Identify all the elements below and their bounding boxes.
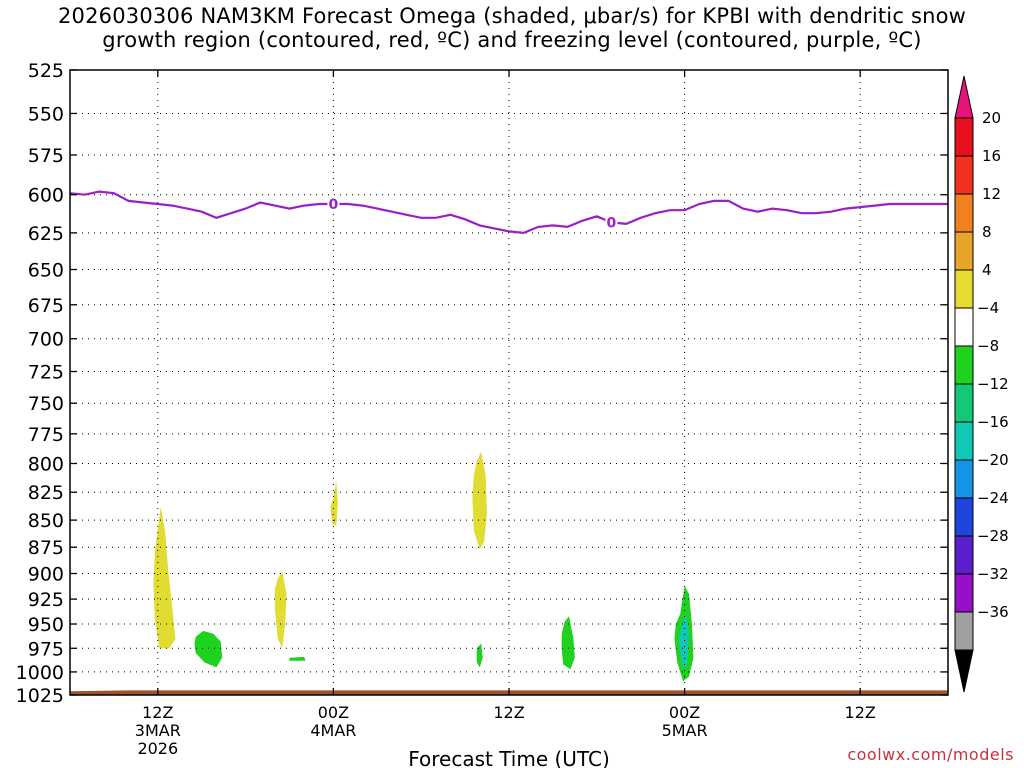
colorbar-top-arrow — [954, 75, 974, 119]
colorbar-label: 16 — [982, 147, 1001, 165]
freezing-level-label: 0 — [607, 215, 617, 231]
colorbar-label: −16 — [977, 413, 1009, 431]
freezing-level-label: 0 — [329, 197, 339, 213]
chart-title-line1: 2026030306 NAM3KM Forecast Omega (shaded… — [57, 4, 967, 28]
chart-title-line2: growth region (contoured, red, ºC) and f… — [102, 28, 922, 52]
colorbar-swatch — [954, 535, 974, 575]
y-tick-label: 925 — [28, 589, 64, 611]
y-tick-label: 675 — [28, 295, 64, 317]
colorbar-bottom-arrow — [954, 649, 974, 693]
omega-region-4 — [330, 480, 338, 526]
omega-region-3 — [289, 656, 306, 661]
colorbar-label: −4 — [977, 299, 999, 317]
credit-text: coolwx.com/models — [847, 745, 1014, 764]
y-tick-label: 600 — [28, 185, 64, 207]
omega-region-5 — [472, 451, 487, 550]
chart-title: 2026030306 NAM3KM Forecast Omega (shaded… — [0, 4, 1024, 52]
y-tick-label: 875 — [28, 537, 64, 559]
colorbar-swatch — [954, 231, 974, 271]
x-tick-label: 12Z — [142, 703, 173, 722]
freezing-label-bg — [327, 196, 340, 213]
colorbar-label: 20 — [982, 109, 1001, 127]
y-tick-label: 1000 — [16, 662, 64, 684]
colorbar-swatch — [954, 155, 974, 195]
x-tick-label: 12Z — [845, 703, 876, 722]
omega-region-7 — [561, 616, 575, 670]
y-tick-label: 700 — [28, 329, 64, 351]
colorbar-label: −20 — [977, 451, 1009, 469]
colorbar-label: −36 — [977, 603, 1009, 621]
colorbar-swatch — [954, 307, 974, 347]
x-tick-label: 00Z — [318, 703, 349, 722]
omega-region-0 — [153, 506, 176, 649]
colorbar-swatch — [954, 117, 974, 157]
omega-region-1 — [194, 630, 223, 668]
y-tick-label: 975 — [28, 638, 64, 660]
y-tick-label: 625 — [28, 223, 64, 245]
y-tick-label: 900 — [28, 564, 64, 586]
y-tick-label: 650 — [28, 260, 64, 282]
colorbar-label: 12 — [982, 185, 1001, 203]
colorbar-label: −32 — [977, 565, 1009, 583]
y-tick-label: 800 — [28, 453, 64, 475]
x-tick-label: 3MAR — [135, 721, 181, 740]
x-tick-label: 12Z — [493, 703, 524, 722]
colorbar-swatch — [954, 497, 974, 537]
colorbar-label: 8 — [982, 223, 992, 241]
colorbar-label: −8 — [977, 337, 999, 355]
y-tick-label: 950 — [28, 614, 64, 636]
y-tick-label: 1025 — [16, 685, 64, 707]
colorbar-label: −28 — [977, 527, 1009, 545]
x-tick-label: 5MAR — [662, 721, 708, 740]
y-tick-label: 575 — [28, 145, 64, 167]
y-tick-label: 525 — [28, 60, 64, 82]
colorbar-swatch — [954, 421, 974, 461]
colorbar-swatch — [954, 459, 974, 499]
x-tick-label: 2026 — [137, 739, 178, 758]
colorbar-label: 4 — [982, 261, 992, 279]
y-tick-label: 750 — [28, 393, 64, 415]
y-tick-label: 775 — [28, 424, 64, 446]
freezing-level-line — [69, 190, 948, 235]
colorbar-swatch — [954, 573, 974, 613]
colorbar-swatch — [954, 345, 974, 385]
omega-region-6 — [476, 643, 483, 668]
y-tick-label: 725 — [28, 362, 64, 384]
colorbar-swatch — [954, 269, 974, 309]
y-tick-label: 850 — [28, 510, 64, 532]
colorbar-label: −12 — [977, 375, 1009, 393]
y-tick-label: 825 — [28, 482, 64, 504]
colorbar-label: −24 — [977, 489, 1009, 507]
x-tick-label: 00Z — [669, 703, 700, 722]
omega-region-2 — [274, 571, 287, 649]
x-tick-label: 4MAR — [310, 721, 356, 740]
colorbar-swatch — [954, 193, 974, 233]
colorbar-swatch — [954, 383, 974, 423]
x-axis-title: Forecast Time (UTC) — [408, 747, 610, 768]
omega-region-9 — [678, 614, 689, 671]
colorbar-swatch — [954, 611, 974, 651]
y-tick-label: 550 — [28, 103, 64, 125]
plot-area: 0052555057560062565067570072575077580082… — [16, 60, 1009, 758]
freezing-label-bg — [605, 214, 618, 231]
